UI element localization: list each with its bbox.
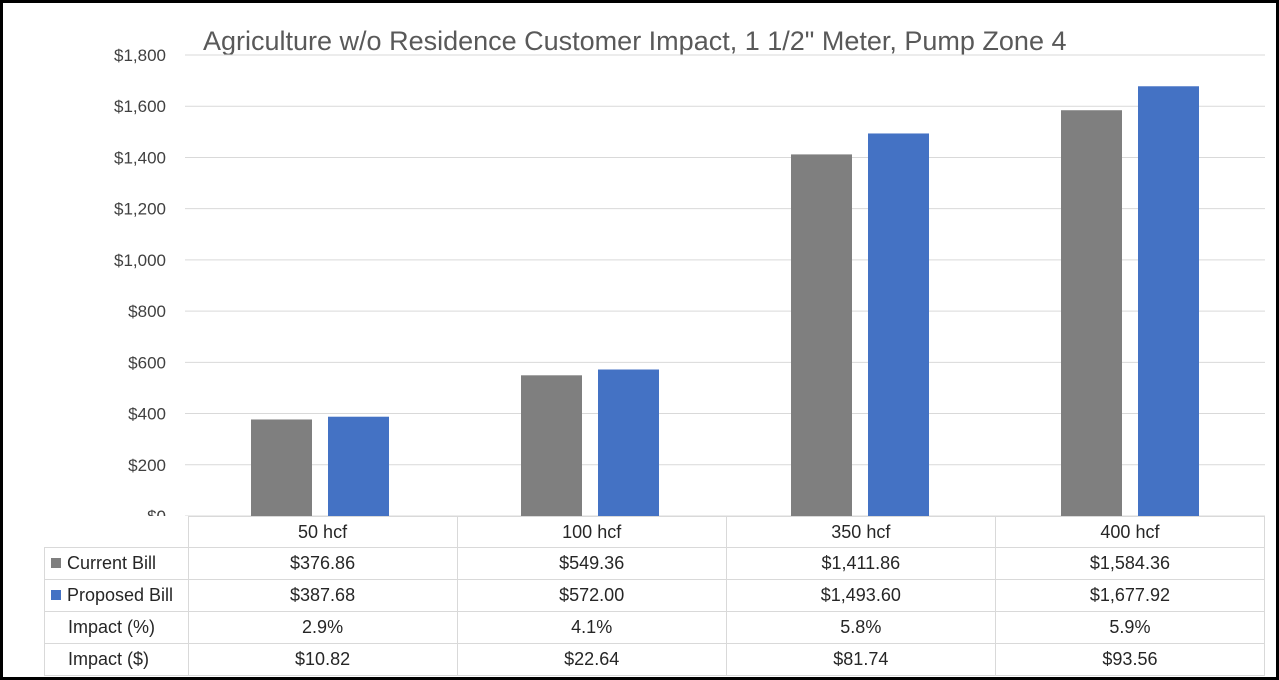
data-label: 2.9% (187, 611, 458, 644)
y-tick-label: $1,600 (114, 97, 166, 116)
y-tick-label: $1,200 (114, 200, 166, 219)
data-label: 4.1% (456, 611, 727, 644)
bar-current (251, 419, 312, 516)
y-tick-label: $1,800 (114, 46, 166, 65)
data-label: $1,493.60 (725, 579, 996, 612)
y-tick-label: $400 (128, 405, 166, 424)
data-label: $93.56 (994, 643, 1266, 676)
data-label: $549.36 (456, 547, 727, 580)
bar-proposed (868, 133, 929, 516)
data-label: $22.64 (456, 643, 727, 676)
data-table: 50 hcf 100 hcf 350 hcf 400 hcf Current Bill $… (44, 516, 1266, 676)
series-legend-label: Proposed Bill (44, 579, 189, 612)
y-tick-label: $800 (128, 302, 166, 321)
table-corner (44, 516, 189, 548)
y-tick-label: $1,000 (114, 251, 166, 270)
row-label: Impact (%) (44, 611, 189, 644)
series-legend-label: Current Bill (44, 547, 189, 580)
data-label: $1,411.86 (725, 547, 996, 580)
table-row: Impact (%) 2.9% 4.1% 5.8% 5.9% (44, 611, 1266, 644)
bar-current (791, 154, 852, 516)
table-header-row: 50 hcf 100 hcf 350 hcf 400 hcf (44, 516, 1266, 548)
y-tick-label: $0 (147, 507, 166, 516)
category-label: 100 hcf (456, 516, 727, 548)
y-tick-label: $600 (128, 353, 166, 372)
table-row: Current Bill $376.86 $549.36 $1,411.86 $1,58… (44, 547, 1266, 580)
bar-proposed (1138, 86, 1199, 516)
category-label: 400 hcf (994, 516, 1266, 548)
bar-current (1061, 110, 1122, 516)
data-label: 5.9% (994, 611, 1266, 644)
legend-swatch (51, 590, 61, 600)
y-tick-label: $1,400 (114, 148, 166, 167)
data-label: $1,584.36 (994, 547, 1266, 580)
category-label: 350 hcf (725, 516, 996, 548)
chart-title: Agriculture w/o Residence Customer Impac… (203, 26, 1067, 56)
data-label: $387.68 (187, 579, 458, 612)
data-label: $376.86 (187, 547, 458, 580)
data-label: 5.8% (725, 611, 996, 644)
data-label: $10.82 (187, 643, 458, 676)
chart-plot: $0 $200 $400 $600 $800 $1,000 $1,200 $1,400 $1,6… (114, 46, 1265, 516)
table-row: Impact ($) $10.82 $22.64 $81.74 $93.56 (44, 643, 1266, 676)
series-name: Current Bill (67, 553, 157, 573)
legend-swatch (51, 558, 61, 568)
data-label: $1,677.92 (994, 579, 1266, 612)
y-tick-label: $200 (128, 456, 166, 475)
table-row: Proposed Bill $387.68 $572.00 $1,493.60 $1,6… (44, 579, 1266, 612)
bar-proposed (598, 369, 659, 516)
series-name: Proposed Bill (67, 585, 174, 605)
data-label: $81.74 (725, 643, 996, 676)
category-label: 50 hcf (187, 516, 458, 548)
row-label: Impact ($) (44, 643, 189, 676)
bar-current (521, 375, 582, 516)
bar-proposed (328, 416, 389, 516)
data-label: $572.00 (456, 579, 727, 612)
